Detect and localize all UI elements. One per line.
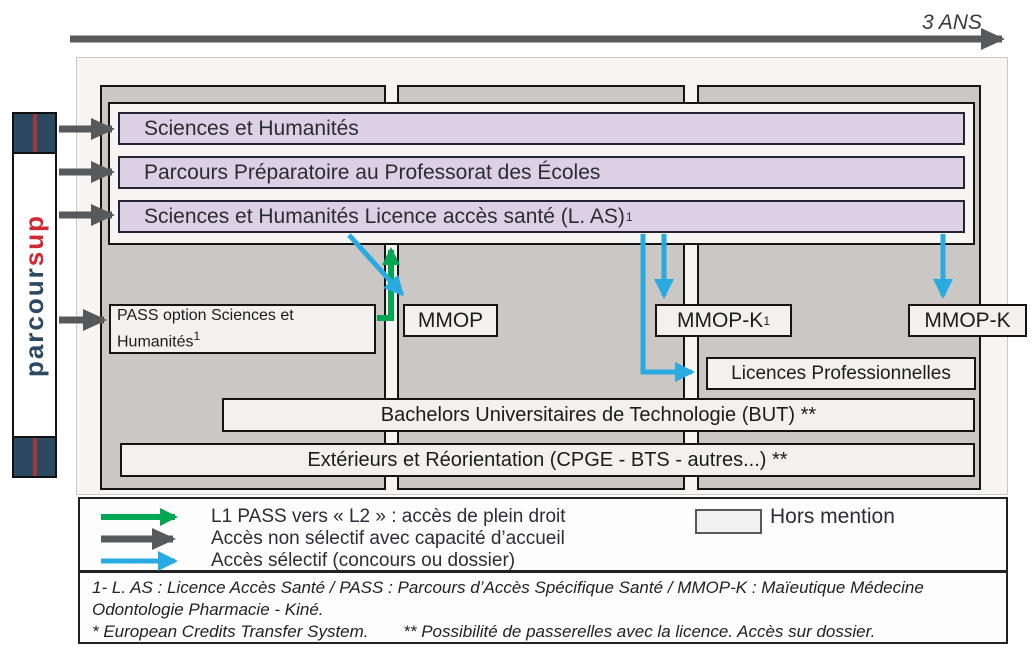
green-arrow-icon: [101, 508, 178, 526]
licences-professionnelles-box: Licences Professionnelles: [706, 357, 976, 390]
logo-text-accent: sup: [19, 214, 49, 267]
legend-box: L1 PASS vers « L2 » : accès de plein dro…: [78, 497, 1008, 572]
pass-label: PASS option Sciences et Humanités1: [117, 305, 368, 352]
timeline-duration-label: 3 ANS: [922, 11, 982, 34]
legend-item-gray: Accès non sélectif avec capacité d’accue…: [97, 527, 565, 551]
footnote-ref: 1: [625, 209, 633, 224]
pass-label-text: PASS option Sciences et Humanités: [117, 307, 294, 351]
logo-top-block: [14, 114, 55, 154]
footnote-line1: 1- L. AS : Licence Accès Santé / PASS : …: [92, 578, 924, 597]
parcoursup-logo: parcoursup: [12, 112, 57, 478]
pass-box: PASS option Sciences et Humanités1: [109, 304, 376, 354]
gray-arrow-icon: [101, 528, 176, 550]
mmop-label: MMOP: [417, 308, 484, 332]
mention-label: Parcours Préparatoire au Professorat des…: [144, 160, 601, 184]
footnote-ref: 1: [193, 329, 201, 344]
footnote-box: 1- L. AS : Licence Accès Santé / PASS : …: [78, 571, 1008, 644]
footnote-passerelles: ** Possibilité de passerelles avec la li…: [403, 622, 876, 641]
mmop-k-label: MMOP-K: [924, 308, 1011, 332]
footnote-line2: Odontologie Pharmacie - Kiné.: [92, 600, 324, 619]
blue-arrow-icon: [101, 551, 178, 571]
mmop-k-label: MMOP-K: [676, 308, 764, 332]
legend-label-gray: Accès non sélectif avec capacité d’accue…: [211, 528, 565, 549]
logo-text: parcoursup: [14, 154, 55, 438]
logo-red-line: [32, 114, 37, 152]
but-box: Bachelors Universitaires de Technologie …: [222, 398, 975, 432]
mention-label: Sciences et Humanités: [144, 116, 359, 140]
mention-sciences-humanites: Sciences et Humanités: [118, 112, 965, 145]
legend-item-blue: Accès sélectif (concours ou dossier): [97, 549, 515, 573]
mmop-k-year3-box: MMOP-K: [908, 304, 1027, 337]
legend-item-green: L1 PASS vers « L2 » : accès de plein dro…: [97, 505, 566, 529]
mention-label: Sciences et Humanités Licence accès sant…: [144, 204, 625, 228]
legend-label-green: L1 PASS vers « L2 » : accès de plein dro…: [211, 506, 566, 527]
logo-red-line: [32, 438, 37, 476]
licences-pro-label: Licences Professionnelles: [731, 362, 951, 384]
footnote-ects: * European Credits Transfer System.: [92, 622, 369, 641]
legend-label-blue: Accès sélectif (concours ou dossier): [211, 550, 516, 571]
mention-pppe: Parcours Préparatoire au Professorat des…: [118, 156, 965, 189]
exterieurs-reorientation-box: Extérieurs et Réorientation (CPGE - BTS …: [120, 443, 975, 477]
footnote-ref: 1: [763, 313, 770, 328]
mention-las: Sciences et Humanités Licence accès sant…: [118, 200, 965, 233]
mmop-k-year2-box: MMOP-K 1: [655, 304, 792, 337]
mmop-box: MMOP: [403, 304, 498, 337]
hors-mention-label: Hors mention: [770, 505, 895, 528]
exterieurs-label: Extérieurs et Réorientation (CPGE - BTS …: [307, 448, 788, 471]
logo-bottom-block: [14, 436, 55, 476]
hors-mention-swatch: [695, 509, 762, 534]
but-label: Bachelors Universitaires de Technologie …: [380, 403, 817, 426]
footnote-line3: * European Credits Transfer System. ** P…: [92, 621, 994, 643]
logo-text-main: parcour: [19, 266, 49, 378]
